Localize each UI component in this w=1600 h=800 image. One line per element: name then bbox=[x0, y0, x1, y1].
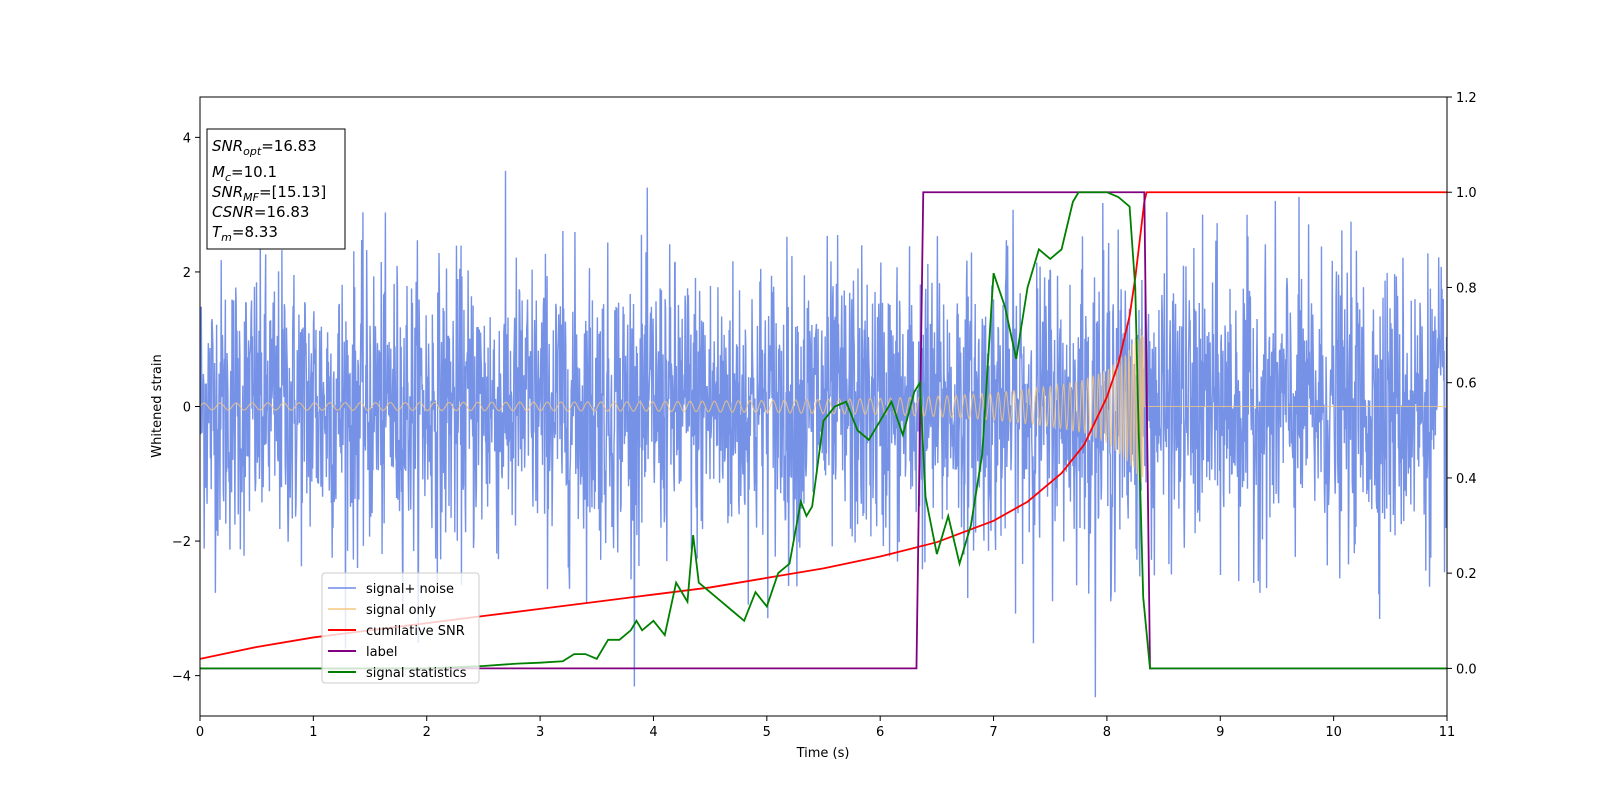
x-tick-label: 4 bbox=[649, 725, 657, 740]
y-right-tick-label: 0.6 bbox=[1456, 377, 1477, 392]
x-tick-label: 11 bbox=[1439, 725, 1456, 740]
annotation-line: Tm=8.33 bbox=[212, 223, 278, 244]
x-tick-label: 2 bbox=[423, 725, 431, 740]
legend-label: cumilative SNR bbox=[366, 624, 465, 639]
x-tick-label: 9 bbox=[1216, 725, 1224, 740]
x-tick-label: 8 bbox=[1103, 725, 1111, 740]
y-left-tick-label: 2 bbox=[183, 266, 191, 281]
x-tick-label: 10 bbox=[1325, 725, 1342, 740]
legend-label: label bbox=[366, 645, 397, 660]
x-axis-label: Time (s) bbox=[796, 746, 850, 761]
annotation-box: SNRopt=16.83 Mc=10.1SNRMF=[15.13]CSNR=16.… bbox=[206, 128, 346, 250]
series-signal-statistics-line bbox=[200, 191, 1447, 670]
y-right-tick-label: 0.0 bbox=[1456, 662, 1477, 677]
y-right-tick-label: 0.8 bbox=[1456, 281, 1477, 296]
legend-label: signal+ noise bbox=[366, 582, 454, 597]
series-signal-only-line bbox=[200, 328, 1447, 484]
legend: signal+ noise signal only cumilative SNR la… bbox=[321, 572, 480, 684]
legend-label: signal statistics bbox=[366, 666, 467, 681]
annotation-line: SNRopt=16.83 bbox=[212, 137, 317, 158]
y-left-tick-label: −4 bbox=[172, 670, 191, 685]
legend-label: signal only bbox=[366, 603, 436, 618]
axes-layer: 0 1 2 3 4 5 6 7 8 9 10 11 −4 −2 0 2 4 0.0 0.2 0.4 0.6 0.8 1.0 1… bbox=[172, 91, 1477, 740]
x-tick-label: 7 bbox=[989, 725, 997, 740]
y-right-tick-label: 1.2 bbox=[1456, 91, 1477, 106]
y-left-tick-label: 4 bbox=[183, 131, 191, 146]
annotation-line: CSNR=16.83 bbox=[212, 203, 309, 221]
y-right-tick-label: 1.0 bbox=[1456, 186, 1477, 201]
annotation-line: SNRMF=[15.13] bbox=[212, 183, 326, 204]
x-tick-label: 6 bbox=[876, 725, 884, 740]
y-right-tick-label: 0.4 bbox=[1456, 472, 1477, 487]
x-tick-label: 0 bbox=[196, 725, 204, 740]
x-tick-label: 1 bbox=[309, 725, 317, 740]
y-axis-label: Whitened strain bbox=[150, 354, 165, 457]
annotation-line: Mc=10.1 bbox=[212, 163, 277, 184]
y-right-tick-label: 0.2 bbox=[1456, 567, 1477, 582]
x-tick-label: 3 bbox=[536, 725, 544, 740]
x-tick-label: 5 bbox=[763, 725, 771, 740]
y-left-tick-label: 0 bbox=[183, 401, 191, 416]
y-left-tick-label: −2 bbox=[172, 535, 191, 550]
